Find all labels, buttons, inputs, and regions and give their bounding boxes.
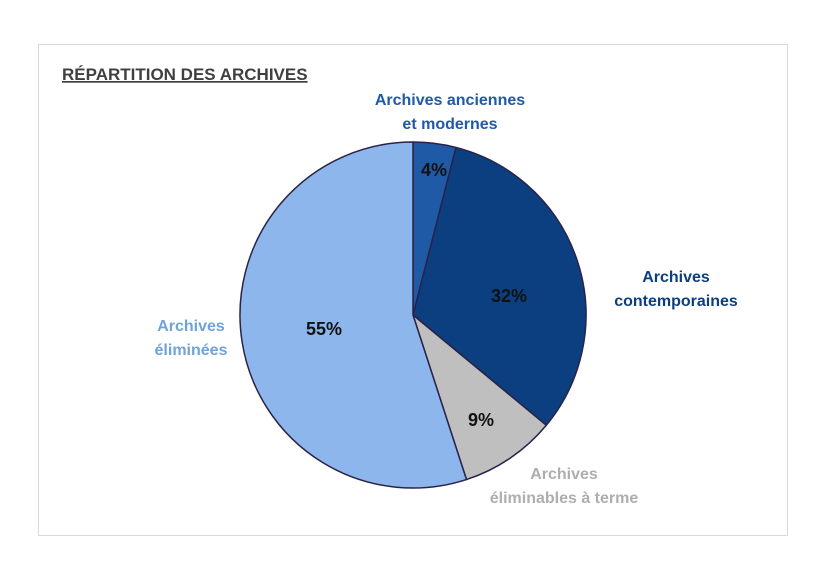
category-label-4: Archives éliminées — [155, 318, 228, 359]
percent-label-4: 55% — [306, 319, 342, 339]
category-label-3: Archives éliminables à terme — [490, 466, 639, 507]
pie-slices — [239, 141, 587, 489]
category-label-2: Archives contemporaines — [614, 269, 738, 310]
percent-label-3: 9% — [468, 410, 494, 430]
category-label-line: Archives — [157, 318, 225, 335]
percent-labels: 4% 32% 9% 55% — [306, 160, 527, 430]
category-labels: Archives anciennes et modernes Archives con… — [155, 92, 738, 507]
category-label-line: éliminables à terme — [490, 490, 639, 507]
percent-label-2: 32% — [491, 286, 527, 306]
category-label-line: Archives anciennes — [375, 92, 525, 109]
category-label-1: Archives anciennes et modernes — [375, 92, 525, 133]
pie-slice-4 — [239, 141, 468, 489]
category-label-line: contemporaines — [614, 293, 738, 310]
category-label-line: et modernes — [402, 116, 497, 133]
chart-title: RÉPARTITION DES ARCHIVES — [62, 65, 308, 84]
pie-slice-3 — [412, 314, 548, 481]
category-label-line: Archives — [642, 269, 710, 286]
category-label-line: éliminées — [155, 342, 228, 359]
pie-slice-2 — [412, 146, 587, 427]
percent-label-1: 4% — [421, 160, 447, 180]
category-label-line: Archives — [530, 466, 598, 483]
